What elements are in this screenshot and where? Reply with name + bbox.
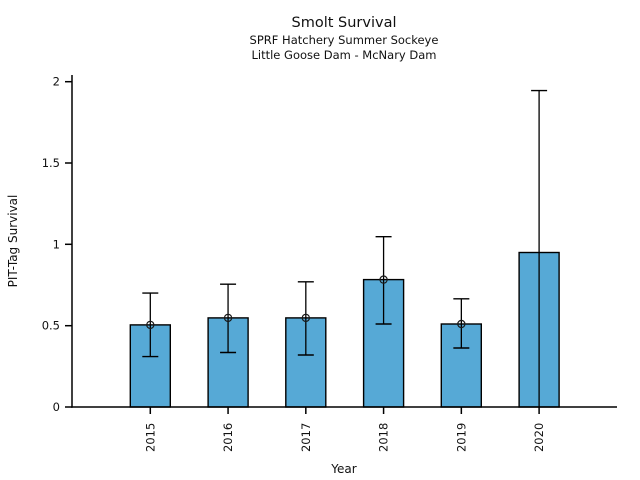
x-tick-label-2016: 2016 — [221, 423, 235, 452]
x-tick-label-2018: 2018 — [377, 423, 391, 452]
y-tick-label-1.5: 1.5 — [42, 156, 60, 170]
point-marker-2019 — [457, 319, 466, 329]
point-marker-2017 — [301, 313, 311, 323]
x-tick-label-2019: 2019 — [454, 423, 468, 452]
point-marker-2018 — [379, 275, 388, 284]
y-tick-label-0: 0 — [53, 400, 60, 414]
x-axis-title: Year — [331, 462, 357, 476]
point-marker-2015 — [146, 320, 155, 330]
y-tick-label-2: 2 — [53, 75, 60, 89]
chart-subtitle-line1: SPRF Hatchery Summer Sockeye — [249, 33, 439, 47]
y-tick-label-0.5: 0.5 — [42, 319, 60, 333]
point-marker-2016 — [223, 313, 233, 323]
x-tick-label-2017: 2017 — [299, 423, 313, 452]
y-tick-label-1: 1 — [53, 237, 60, 251]
chart-subtitle-line2: Little Goose Dam - McNary Dam — [251, 48, 437, 62]
chart-title: Smolt Survival — [291, 15, 397, 31]
x-tick-label-2020: 2020 — [532, 423, 546, 452]
x-tick-label-2015: 2015 — [143, 423, 157, 452]
